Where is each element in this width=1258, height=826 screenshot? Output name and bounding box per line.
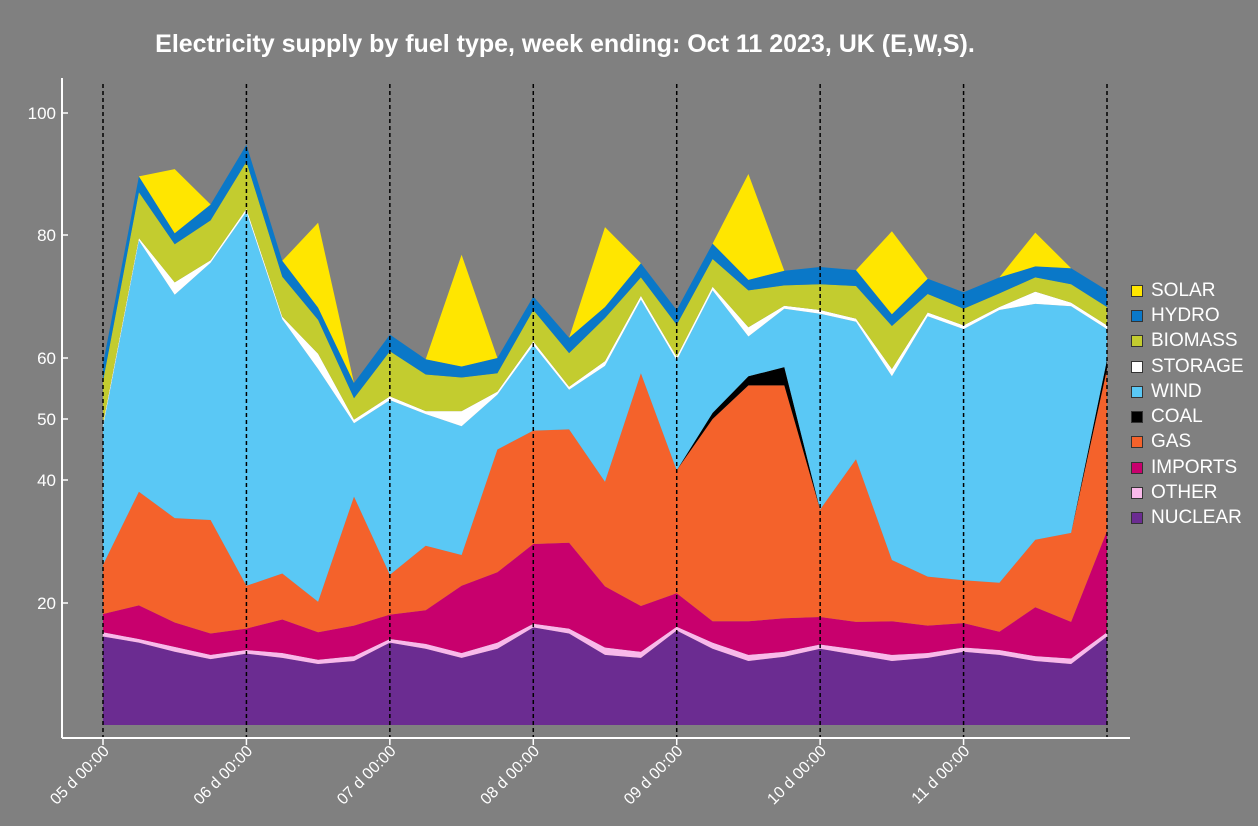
area-imports <box>103 531 1107 660</box>
legend-item-other: OTHER <box>1131 480 1244 505</box>
area-gas <box>103 369 1107 634</box>
area-solar <box>103 144 1107 383</box>
legend-label: OTHER <box>1151 482 1218 504</box>
legend-item-wind: WIND <box>1131 379 1244 404</box>
legend-swatch <box>1131 360 1143 373</box>
area-wind <box>103 211 1107 602</box>
legend-label: SOLAR <box>1151 279 1216 301</box>
x-tick-label: 10 d 00:00 <box>764 743 830 809</box>
x-tick-label: 11 d 00:00 <box>909 743 974 808</box>
y-tick-label: 60 <box>37 349 56 368</box>
legend-swatch <box>1131 309 1143 322</box>
legend-label: WIND <box>1151 380 1202 402</box>
legend-item-gas: GAS <box>1131 430 1244 455</box>
legend-swatch <box>1131 411 1143 424</box>
x-tick-label: 08 d 00:00 <box>478 743 544 809</box>
legend-swatch <box>1131 284 1143 297</box>
legend-label: BIOMASS <box>1151 330 1238 352</box>
legend-label: COAL <box>1151 406 1203 428</box>
axes <box>61 78 1130 739</box>
area-nuclear <box>103 627 1107 725</box>
legend-item-imports: IMPORTS <box>1131 455 1244 480</box>
legend-label: IMPORTS <box>1151 456 1238 478</box>
legend-label: STORAGE <box>1151 355 1244 377</box>
y-tick-label: 40 <box>37 471 56 490</box>
stacked-areas <box>103 144 1107 725</box>
legend-item-coal: COAL <box>1131 404 1244 429</box>
legend-item-storage: STORAGE <box>1131 354 1244 379</box>
y-tick-label: 80 <box>37 226 56 245</box>
x-tick-label: 05 d 00:00 <box>47 743 113 809</box>
legend-label: GAS <box>1151 431 1192 453</box>
legend-swatch <box>1131 385 1143 398</box>
x-tick-label: 07 d 00:00 <box>334 743 400 809</box>
legend-label: NUCLEAR <box>1151 507 1242 529</box>
y-ticks: 20 40 50 60 80 100 <box>28 104 68 613</box>
legend-swatch <box>1131 335 1143 348</box>
area-other <box>103 623 1107 664</box>
day-gridlines <box>102 84 1108 737</box>
y-tick-label: 20 <box>37 594 56 613</box>
legend-swatch <box>1131 461 1143 474</box>
y-tick-label: 100 <box>28 104 56 123</box>
chart-title: Electricity supply by fuel type, week en… <box>155 30 975 58</box>
legend-swatch <box>1131 487 1143 500</box>
x-ticks: 05 d 00:00 06 d 00:00 07 d 00:00 08 d 00:00… <box>47 738 973 808</box>
legend-swatch <box>1131 512 1143 525</box>
legend-item-nuclear: NUCLEAR <box>1131 506 1244 531</box>
x-tick-label: 09 d 00:00 <box>621 743 687 809</box>
legend: SOLAR HYDRO BIOMASS STORAGE WIND COAL GAS IMPOR… <box>1131 278 1244 531</box>
legend-item-solar: SOLAR <box>1131 278 1244 303</box>
x-tick-label: 06 d 00:00 <box>191 743 257 809</box>
legend-label: HYDRO <box>1151 304 1220 326</box>
legend-swatch <box>1131 436 1143 449</box>
y-tick-label: 50 <box>37 410 56 429</box>
legend-item-biomass: BIOMASS <box>1131 329 1244 354</box>
legend-item-hydro: HYDRO <box>1131 303 1244 328</box>
